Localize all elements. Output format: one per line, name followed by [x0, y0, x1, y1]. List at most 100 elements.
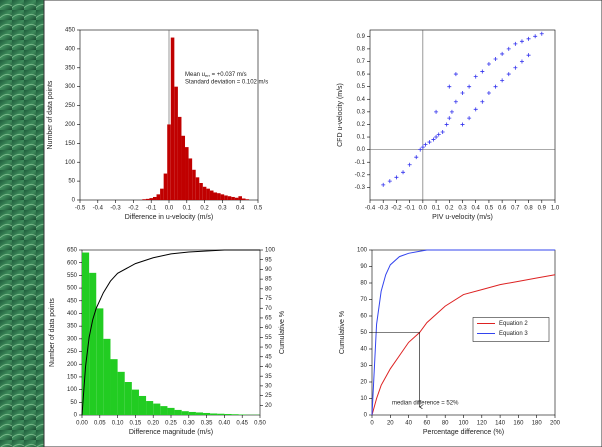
y2-tick-label: 40: [265, 364, 272, 370]
x-tick-label: 160: [513, 421, 524, 427]
scatter-point: [460, 122, 465, 127]
x-tick-label: -0.4: [365, 206, 376, 212]
x-tick-label: 0.8: [524, 206, 533, 212]
scatter-point: [493, 84, 498, 89]
y2-tick-label: 70: [265, 306, 272, 312]
scatter-point: [500, 78, 505, 83]
y-tick-label: 0: [74, 413, 78, 419]
y2-tick-label: 90: [265, 267, 272, 273]
y-tick-label: 200: [67, 362, 78, 368]
histogram-bar: [185, 147, 189, 200]
histogram-bar: [96, 308, 104, 415]
scatter-point: [418, 147, 423, 152]
histogram-bar: [245, 199, 250, 200]
x-tick-label: 0.00: [76, 421, 88, 427]
histogram-bar: [160, 406, 168, 415]
scatter-point: [449, 109, 454, 114]
series-line: [371, 274, 556, 416]
x-tick-label: 0.10: [112, 421, 124, 427]
histogram-bar: [188, 411, 196, 415]
histogram-bar: [131, 389, 139, 415]
scatter-point: [381, 182, 386, 187]
x-axis-label: Percentage difference (%): [423, 429, 504, 436]
histogram-bar: [152, 196, 157, 200]
scatter-point: [434, 109, 439, 114]
histogram-bar: [138, 395, 147, 415]
scatter-point: [394, 175, 399, 180]
scatter-point: [526, 36, 531, 41]
scatter-point: [519, 39, 524, 44]
y-tick-label: 30: [360, 363, 367, 369]
x-tick-label: -0.5: [75, 206, 86, 212]
y-tick-label: 400: [65, 46, 76, 52]
scatter-point: [414, 155, 419, 160]
y2-tick-label: 30: [265, 383, 272, 389]
histogram-bar: [199, 183, 203, 200]
x-axis-label: Difference in u-velocity (m/s): [125, 214, 214, 221]
y-axis-label: Cumulative %: [339, 311, 346, 354]
x-tick-label: 60: [424, 421, 431, 427]
y-tick-label: 0: [364, 413, 368, 419]
x-axis-label: PIV u-velocity (m/s): [432, 214, 493, 221]
y-tick-label: 450: [65, 28, 76, 34]
x-tick-label: 40: [405, 421, 412, 427]
y2-tick-label: 50: [265, 345, 272, 351]
histogram-bar: [203, 412, 211, 415]
y2-tick-label: 45: [265, 354, 272, 360]
x-tick-label: 140: [495, 421, 506, 427]
x-tick-label: 0.3: [218, 206, 227, 212]
y-tick-label: 90: [360, 264, 367, 270]
histogram-bar: [195, 177, 200, 200]
slide-border: [43, 0, 602, 447]
y-axis-label: CFD u-velocity (m/s): [337, 83, 344, 147]
x-tick-label: -0.3: [110, 206, 121, 212]
histogram-bar: [89, 272, 97, 415]
y-tick-label: 100: [357, 248, 368, 254]
x-tick-label: 0.5: [254, 206, 263, 212]
histogram-bar: [170, 37, 175, 200]
histogram-bar: [160, 188, 164, 200]
histogram-bar: [177, 116, 182, 200]
annotation-text: Mean u: [185, 72, 205, 78]
y-tick-label: -0.3: [355, 185, 366, 191]
y-tick-label: -0.1: [355, 160, 366, 166]
x-tick-label: 0.2: [200, 206, 209, 212]
legend-box: [472, 317, 550, 342]
histogram-bar: [181, 135, 186, 200]
histogram-bar: [124, 382, 132, 415]
y-tick-label: 70: [360, 297, 367, 303]
y-tick-label: 0.8: [357, 46, 366, 52]
x-tick-label: 0.05: [94, 421, 106, 427]
y-tick-label: 50: [360, 330, 367, 336]
median-label: median difference = 52%: [392, 401, 459, 407]
annotation-subscript: err: [205, 73, 211, 78]
x-tick-label: 0.3: [458, 206, 467, 212]
annotation: Mean uerr = +0.037 m/s: [185, 72, 247, 78]
y-tick-label: 100: [67, 387, 78, 393]
x-tick-label: 0.1: [432, 206, 441, 212]
histogram-bar: [192, 169, 196, 200]
histogram-bar: [217, 413, 225, 415]
histogram-bar: [209, 190, 214, 200]
y-tick-label: 0.7: [357, 59, 366, 65]
x-tick-label: 0.2: [445, 206, 454, 212]
y-tick-label: 60: [360, 314, 367, 320]
scatter-point: [513, 65, 518, 70]
histogram-bar: [231, 414, 239, 415]
scatter-point: [480, 69, 485, 74]
y-tick-label: 250: [67, 349, 78, 355]
y2-tick-label: 25: [265, 393, 272, 399]
histogram-bar: [110, 359, 118, 415]
y2-tick-label: 95: [265, 257, 272, 263]
scatter-point: [453, 72, 458, 77]
y-tick-label: 0.2: [357, 122, 366, 128]
scatter-point: [486, 90, 491, 95]
scatter-point: [401, 170, 406, 175]
x-tick-label: 0.6: [498, 206, 507, 212]
histogram-bar: [103, 338, 111, 415]
scatter-point: [486, 62, 491, 66]
y-tick-label: 300: [67, 336, 78, 342]
x-tick-label: -0.4: [93, 206, 104, 212]
